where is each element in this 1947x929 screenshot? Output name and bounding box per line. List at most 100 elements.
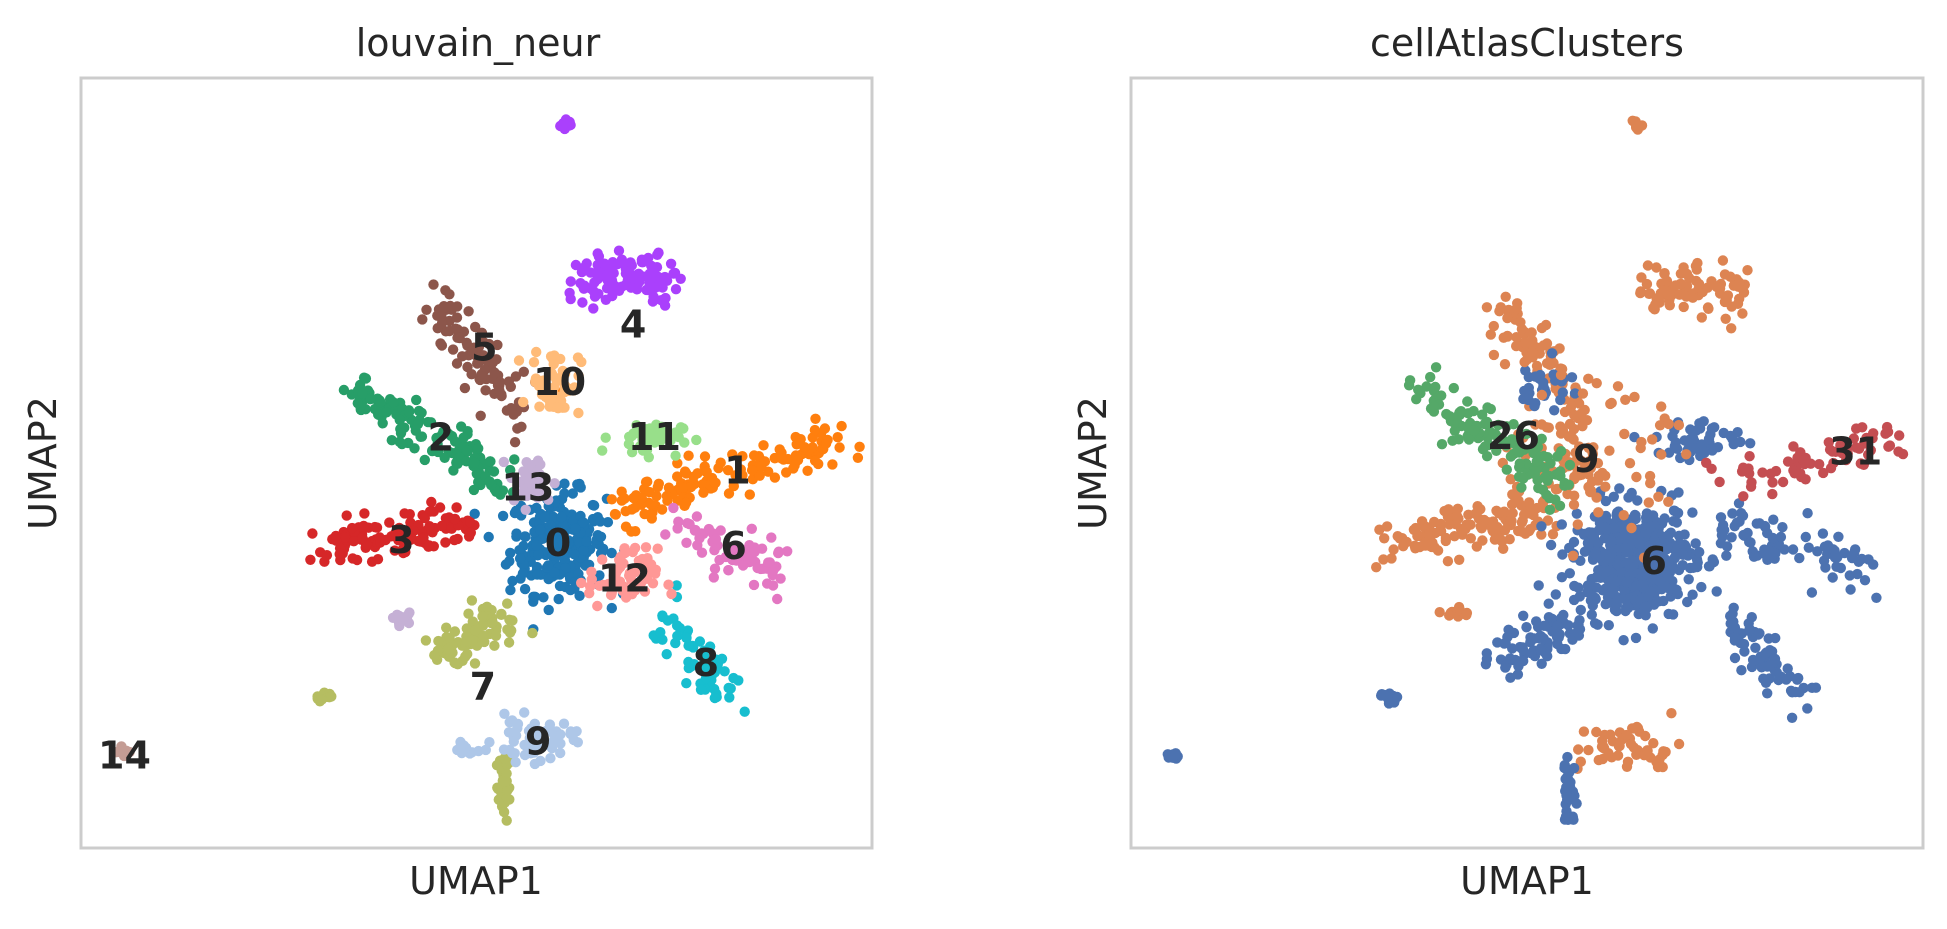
cell-point-cluster-7 <box>527 627 538 639</box>
cell-point-cluster-12 <box>576 577 587 589</box>
cell-point-cluster-9 <box>503 727 515 738</box>
cell-point-cluster-6 <box>1677 549 1689 560</box>
cell-point-cluster-9 <box>1664 300 1676 311</box>
cell-point-cluster-6 <box>1711 586 1722 597</box>
cell-point-cluster-3 <box>449 534 460 546</box>
cell-point-cluster-9 <box>1505 514 1516 526</box>
cell-point-cluster-9 <box>1573 398 1585 409</box>
cell-point-cluster-6 <box>1519 385 1530 397</box>
cell-point-cluster-12 <box>612 579 624 590</box>
cell-point-cluster-6 <box>1645 521 1657 532</box>
cell-point-cluster-0 <box>538 592 549 603</box>
cell-point-cluster-6 <box>1569 388 1581 399</box>
cell-point-cluster-9 <box>1576 408 1587 419</box>
cell-point-cluster-9 <box>1618 510 1629 521</box>
cell-point-cluster-9 <box>1417 520 1428 532</box>
cell-point-cluster-1 <box>639 508 650 520</box>
cell-point-cluster-7 <box>487 617 498 628</box>
cell-point-cluster-26 <box>1531 463 1543 475</box>
cell-point-cluster-2 <box>458 432 469 443</box>
cell-point-cluster-26 <box>1564 459 1576 471</box>
cell-point-cluster-2 <box>462 445 473 456</box>
cell-point-cluster-6 <box>1535 644 1547 656</box>
cell-point-cluster-11 <box>600 432 611 443</box>
cell-point-cluster-1 <box>737 451 748 462</box>
cell-point-cluster-6 <box>1529 633 1540 644</box>
cell-point-cluster-0 <box>606 602 617 614</box>
cell-point-cluster-6 <box>1792 674 1803 685</box>
cell-point-cluster-12 <box>627 546 638 558</box>
cell-point-cluster-11 <box>624 431 635 442</box>
cell-point-cluster-9 <box>1643 288 1655 299</box>
cell-point-cluster-9 <box>1398 541 1409 552</box>
cell-point-cluster-6 <box>1624 561 1635 573</box>
cell-point-cluster-9 <box>1378 554 1389 565</box>
cell-point-cluster-1 <box>727 449 738 460</box>
cell-point-cluster-6 <box>1592 619 1603 630</box>
cell-point-cluster-9 <box>1635 442 1646 454</box>
cell-point-cluster-9 <box>1572 519 1584 530</box>
cell-point-cluster-11 <box>641 445 653 456</box>
cell-point-cluster-2 <box>395 428 407 439</box>
cell-point-cluster-6 <box>1608 522 1619 534</box>
cell-point-cluster-0 <box>567 488 578 499</box>
cell-point-cluster-0 <box>529 591 541 602</box>
cell-point-cluster-13 <box>520 504 531 515</box>
cell-point-cluster-1 <box>680 497 692 508</box>
cell-point-cluster-6 <box>1729 521 1740 532</box>
cell-point-cluster-6 <box>1728 602 1739 613</box>
cell-point-cluster-0 <box>511 505 522 516</box>
cell-point-cluster-6 <box>1739 646 1750 657</box>
cell-point-cluster-9 <box>1702 302 1714 313</box>
cell-point-cluster-9 <box>1499 359 1511 370</box>
cell-point-cluster-3 <box>416 533 428 544</box>
cell-point-cluster-3 <box>346 522 358 534</box>
cell-point-cluster-6 <box>1536 521 1547 532</box>
cell-point-cluster-9 <box>1412 529 1423 541</box>
cell-point-cluster-13 <box>518 466 529 477</box>
cell-point-cluster-1 <box>645 499 657 510</box>
cell-point-cluster-9 <box>1660 285 1672 296</box>
cell-point-cluster-4 <box>588 303 599 314</box>
cell-point-cluster-2 <box>471 468 482 479</box>
cell-point-cluster-6 <box>1729 652 1741 664</box>
cell-point-cluster-6 <box>1687 589 1698 600</box>
cell-point-cluster-9 <box>1732 279 1743 290</box>
cell-point-cluster-5 <box>454 332 465 344</box>
cell-point-cluster-1 <box>810 413 821 424</box>
cell-point-cluster-6 <box>1690 538 1701 549</box>
cell-point-cluster-2 <box>419 454 430 466</box>
cell-point-cluster-3 <box>434 502 446 513</box>
cell-point-cluster-1 <box>807 442 818 453</box>
cell-point-cluster-9 <box>1562 488 1573 500</box>
cell-point-cluster-9 <box>1625 738 1637 750</box>
cell-point-cluster-9 <box>1648 302 1659 314</box>
cell-point-cluster-9 <box>1624 458 1636 469</box>
cell-point-cluster-9 <box>1554 343 1565 354</box>
cell-point-cluster-12 <box>650 564 661 575</box>
cell-point-cluster-9 <box>1525 508 1536 519</box>
cell-point-cluster-6 <box>1526 648 1537 659</box>
cell-point-cluster-6 <box>1803 542 1815 553</box>
cell-point-cluster-1 <box>832 432 843 443</box>
cell-point-cluster-31 <box>1851 423 1862 434</box>
cell-point-cluster-26 <box>1531 456 1542 467</box>
cell-point-cluster-9 <box>1432 545 1444 556</box>
cell-point-cluster-9 <box>1670 280 1681 291</box>
cell-point-cluster-31 <box>1701 457 1712 468</box>
cell-point-cluster-7 <box>490 630 502 641</box>
cell-point-cluster-8 <box>671 580 682 591</box>
cell-point-cluster-2 <box>394 414 405 426</box>
cell-point-cluster-9 <box>548 735 560 746</box>
cell-point-cluster-9 <box>1656 449 1667 460</box>
cell-point-cluster-11 <box>665 435 676 446</box>
cell-point-cluster-6 <box>1492 637 1503 648</box>
cell-point-cluster-7 <box>507 615 518 626</box>
cell-point-cluster-6 <box>1623 492 1634 503</box>
cell-point-cluster-26 <box>1518 473 1529 484</box>
cell-point-cluster-3 <box>321 550 333 561</box>
cell-point-cluster-5 <box>481 355 493 367</box>
cell-point-cluster-6 <box>1817 528 1829 539</box>
cell-point-cluster-3 <box>334 548 346 559</box>
cell-point-cluster-4 <box>577 297 588 308</box>
